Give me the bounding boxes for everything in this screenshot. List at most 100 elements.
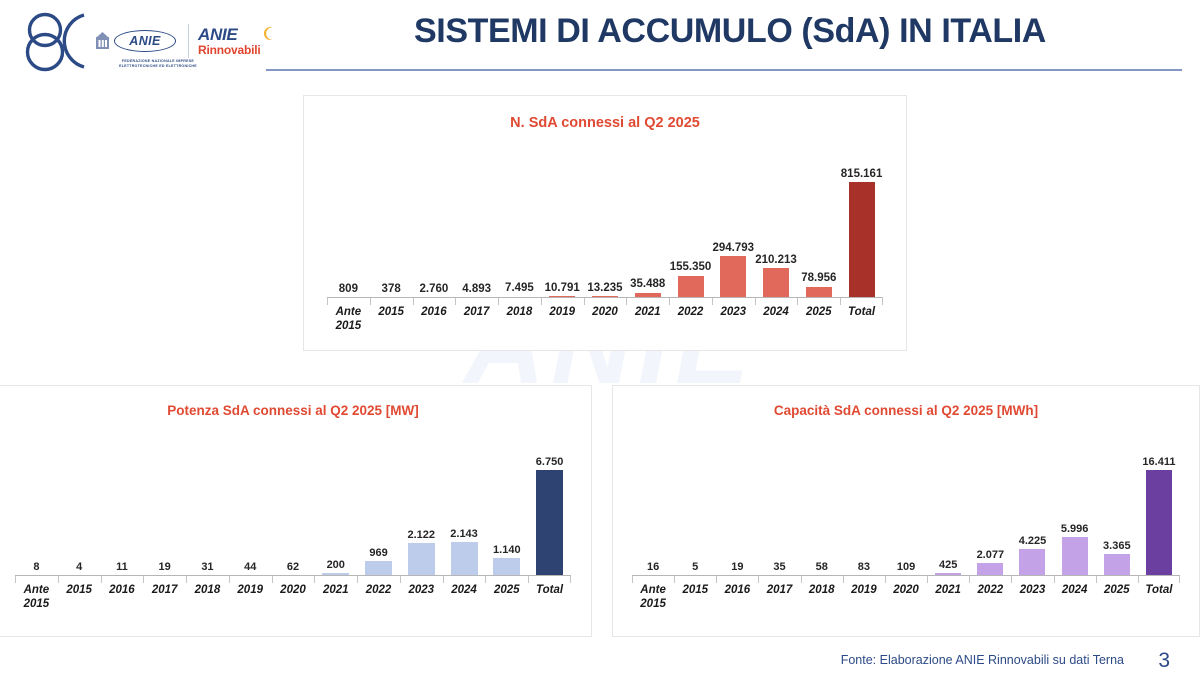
plot-area-capacita: 16 5 19 35 58 83 109 425 2.077 4.225 5.996 3.365 16.… bbox=[632, 424, 1180, 576]
bar bbox=[1145, 470, 1172, 576]
bar-column: 16 bbox=[632, 424, 674, 576]
x-tick-label: 2025 bbox=[1095, 576, 1138, 611]
x-tick-label: 2016 bbox=[716, 576, 758, 611]
source-note: Fonte: Elaborazione ANIE Rinnovabili su … bbox=[840, 653, 1124, 667]
page-number: 3 bbox=[1158, 649, 1170, 672]
x-tick-label: 2017 bbox=[455, 298, 498, 333]
x-tick-label: 2018 bbox=[498, 298, 541, 333]
bar-value-label: 62 bbox=[286, 561, 300, 573]
federation-crest-icon bbox=[96, 32, 109, 49]
bar bbox=[407, 542, 435, 576]
bar-column: 31 bbox=[186, 424, 229, 576]
bar-value-label: 44 bbox=[244, 561, 257, 573]
bar bbox=[1061, 537, 1088, 576]
bar-value-label: 294.793 bbox=[712, 241, 755, 254]
bar-column: 5 bbox=[674, 424, 716, 576]
chart-panel-potenza: Potenza SdA connessi al Q2 2025 [MW] 8 4 1… bbox=[0, 385, 592, 637]
bar-column: 62 bbox=[272, 424, 315, 576]
bar-column: 7.495 bbox=[498, 135, 541, 298]
x-tick-label: 2017 bbox=[758, 576, 800, 611]
bar-value-label: 5 bbox=[692, 561, 699, 573]
bar-value-label: 210.213 bbox=[755, 253, 797, 266]
x-tick-label: 2023 bbox=[399, 576, 443, 611]
bar bbox=[1019, 548, 1046, 576]
bar-column: 8 bbox=[15, 424, 58, 576]
x-axis-line bbox=[632, 575, 1180, 576]
bar-value-label: 4.893 bbox=[462, 282, 492, 295]
bar-column: 78.956 bbox=[797, 135, 840, 298]
x-tick-label: 2024 bbox=[1053, 576, 1096, 611]
bar-column: 5.996 bbox=[1054, 424, 1096, 576]
federation-subtitle: FEDERAZIONE NAZIONALE IMPRESE ELETTROTEC… bbox=[119, 59, 197, 68]
x-tick-label: 2018 bbox=[800, 576, 843, 611]
title-underline bbox=[266, 69, 1182, 71]
x-tick-label: 2015 bbox=[57, 576, 101, 611]
x-tick-label: 2015 bbox=[674, 576, 716, 611]
x-tick-label: 2024 bbox=[442, 576, 486, 611]
anie-rinnovabili-word-rinnovabili: Rinnovabili bbox=[198, 43, 261, 57]
bar-value-label: 83 bbox=[857, 561, 870, 573]
x-tick-label: 2016 bbox=[100, 576, 144, 611]
bar-value-label: 969 bbox=[369, 546, 388, 559]
bar-column: 2.077 bbox=[969, 424, 1011, 576]
bar-column: 35 bbox=[758, 424, 800, 576]
bar-value-label: 10.791 bbox=[544, 281, 580, 294]
anie-federation-logo: ANIE bbox=[94, 30, 176, 52]
chart-title-potenza: Potenza SdA connessi al Q2 2025 [MW] bbox=[167, 403, 419, 418]
bar-value-label: 425 bbox=[938, 559, 958, 572]
x-tick-label: 2023 bbox=[1011, 576, 1053, 611]
x-tick-label: Ante 2015 bbox=[327, 298, 370, 333]
x-tick-label: 2016 bbox=[412, 298, 456, 333]
bar-value-label: 200 bbox=[326, 558, 345, 571]
bar-column: 155.350 bbox=[669, 135, 712, 298]
bar bbox=[935, 573, 962, 576]
bar-value-label: 109 bbox=[896, 561, 916, 573]
x-tick-label: 2020 bbox=[884, 576, 927, 611]
bar-column: 13.235 bbox=[584, 135, 627, 298]
bar-column: 10.791 bbox=[541, 135, 584, 298]
bar-value-label: 815.161 bbox=[840, 167, 883, 180]
bar bbox=[634, 292, 661, 298]
bar-column: 109 bbox=[885, 424, 927, 576]
x-axis-labels-capacita: Ante 2015 2015 2016 2017 2018 2019 2020 2021 202… bbox=[632, 576, 1181, 611]
bar bbox=[977, 562, 1004, 576]
bar-column: 44 bbox=[229, 424, 272, 576]
x-tick-label: 2022 bbox=[357, 576, 400, 611]
bar-value-label: 4 bbox=[76, 561, 83, 573]
bar-column: 19 bbox=[143, 424, 186, 576]
bar-column: 200 bbox=[314, 424, 357, 576]
x-tick-label: 2019 bbox=[540, 298, 584, 333]
bar-column: 969 bbox=[357, 424, 400, 576]
bar-value-label: 16.411 bbox=[1142, 456, 1176, 468]
bar-column: 3.365 bbox=[1096, 424, 1138, 576]
bar-column: 294.793 bbox=[712, 135, 755, 298]
crescent-moon-icon bbox=[264, 26, 273, 41]
bar-value-label: 2.760 bbox=[419, 282, 449, 295]
bar-column: 4.225 bbox=[1011, 424, 1053, 576]
x-axis-line bbox=[327, 297, 883, 298]
bar-column: 11 bbox=[101, 424, 144, 576]
x-axis-labels-potenza: Ante 2015 2015 2016 2017 2018 2019 2020 2021 202… bbox=[15, 576, 571, 611]
bar bbox=[493, 558, 521, 576]
bar-column: 210.213 bbox=[755, 135, 798, 298]
bar-column: 6.750 bbox=[528, 424, 571, 576]
bar-value-label: 8 bbox=[33, 561, 40, 573]
x-tick-label: 2018 bbox=[186, 576, 229, 611]
bar-column: 809 bbox=[327, 135, 370, 298]
anie-oval-label: ANIE bbox=[114, 30, 176, 52]
x-tick-label: 2022 bbox=[669, 298, 712, 333]
x-tick-label: 2020 bbox=[583, 298, 627, 333]
bar-column: 4.893 bbox=[455, 135, 498, 298]
bar-column: 1.140 bbox=[485, 424, 528, 576]
bar bbox=[322, 572, 350, 576]
bar-value-label: 16 bbox=[646, 561, 660, 573]
bar-value-label: 78.956 bbox=[801, 272, 837, 285]
bar-column: 2.143 bbox=[443, 424, 486, 576]
x-tick-label: 2020 bbox=[271, 576, 315, 611]
bar-column: 83 bbox=[843, 424, 885, 576]
bar-value-label: 35.488 bbox=[630, 278, 666, 291]
bar-value-label: 5.996 bbox=[1060, 523, 1089, 536]
bar-value-label: 2.143 bbox=[450, 528, 478, 541]
bar-value-label: 11 bbox=[116, 561, 128, 573]
bar-value-label: 13.235 bbox=[587, 281, 623, 294]
